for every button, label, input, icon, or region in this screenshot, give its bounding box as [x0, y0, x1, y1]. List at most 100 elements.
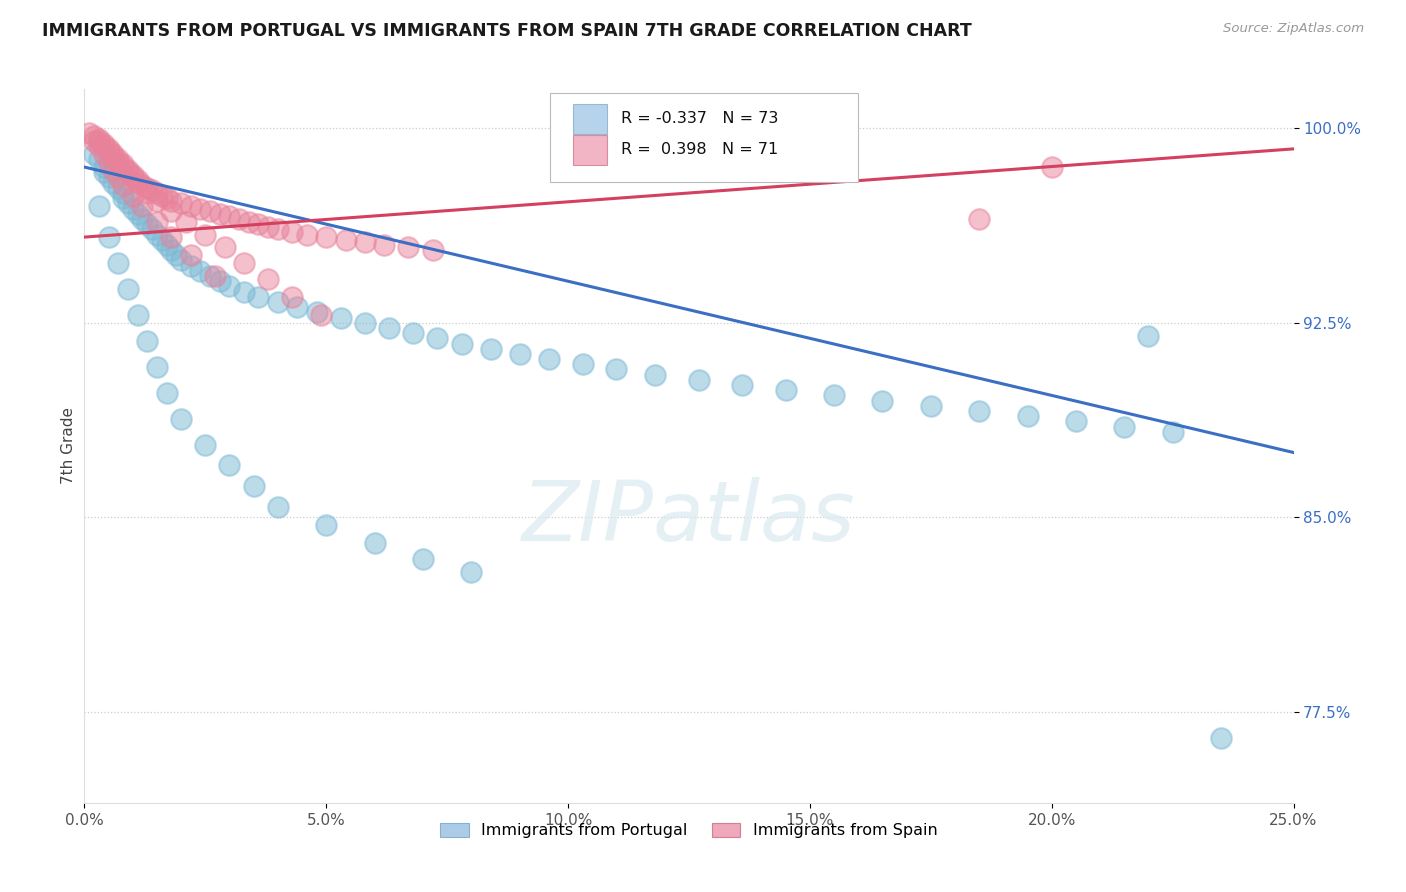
Point [160, 230, 183, 244]
Text: IMMIGRANTS FROM PORTUGAL VS IMMIGRANTS FROM SPAIN 7TH GRADE CORRELATION CHART: IMMIGRANTS FROM PORTUGAL VS IMMIGRANTS F… [42, 22, 972, 40]
Point [509, 347, 531, 361]
Point [165, 248, 187, 262]
Point [194, 227, 217, 242]
Point [117, 196, 139, 211]
Point [131, 199, 153, 213]
Point [131, 211, 153, 226]
Point [198, 204, 221, 219]
Point [112, 178, 135, 193]
Point [146, 214, 169, 228]
Point [112, 186, 135, 200]
Point [208, 207, 231, 221]
Point [285, 300, 308, 314]
Point [305, 305, 328, 319]
Point [731, 378, 754, 392]
Point [107, 170, 129, 185]
Point [218, 210, 240, 224]
Point [315, 230, 337, 244]
Point [1017, 409, 1039, 424]
Point [823, 388, 845, 402]
Point [93, 139, 115, 153]
Point [402, 326, 425, 340]
Point [1114, 419, 1136, 434]
Point [281, 290, 304, 304]
Point [460, 565, 482, 579]
Point [872, 393, 894, 408]
Point [160, 243, 183, 257]
Point [112, 160, 135, 174]
Point [1040, 160, 1063, 174]
Point [920, 399, 942, 413]
Point [208, 274, 231, 288]
Point [97, 154, 120, 169]
Point [155, 385, 177, 400]
Point [967, 404, 990, 418]
Point [967, 211, 990, 226]
Point [1209, 731, 1232, 745]
Point [141, 183, 163, 197]
Point [295, 227, 318, 242]
Point [775, 383, 797, 397]
Point [83, 128, 105, 143]
Point [97, 142, 120, 156]
Point [146, 194, 169, 208]
Point [121, 202, 143, 216]
Point [103, 147, 125, 161]
Point [112, 157, 135, 171]
Point [127, 176, 149, 190]
Point [117, 162, 139, 177]
Point [150, 188, 173, 202]
Bar [572, 135, 607, 165]
Point [83, 147, 105, 161]
Point [228, 211, 250, 226]
Point [103, 150, 125, 164]
Point [160, 204, 183, 219]
Point [354, 316, 377, 330]
Point [1161, 425, 1184, 439]
Point [170, 196, 193, 211]
Point [146, 359, 169, 374]
Point [146, 186, 169, 200]
Point [247, 217, 270, 231]
Point [155, 191, 177, 205]
Point [87, 153, 110, 167]
FancyBboxPatch shape [550, 93, 858, 182]
Point [267, 222, 290, 236]
Point [174, 214, 197, 228]
Point [97, 145, 120, 159]
Point [180, 199, 202, 213]
Point [412, 552, 434, 566]
Point [121, 170, 143, 185]
Point [93, 160, 115, 174]
Point [136, 334, 159, 348]
Point [242, 479, 264, 493]
Point [335, 233, 357, 247]
Point [131, 178, 153, 193]
Point [238, 214, 260, 228]
Point [267, 500, 290, 514]
Point [160, 194, 183, 208]
Text: Source: ZipAtlas.com: Source: ZipAtlas.com [1223, 22, 1364, 36]
Point [107, 256, 129, 270]
Point [378, 321, 401, 335]
Point [112, 191, 135, 205]
Point [136, 186, 159, 200]
Point [117, 282, 139, 296]
Point [571, 357, 593, 371]
Point [180, 248, 202, 262]
Point [644, 368, 666, 382]
Point [354, 235, 377, 250]
Point [170, 411, 193, 425]
Point [141, 222, 163, 236]
Point [233, 285, 256, 299]
Point [233, 256, 256, 270]
Point [218, 458, 240, 473]
Point [257, 219, 280, 234]
Point [136, 181, 159, 195]
Point [155, 238, 177, 252]
Point [146, 227, 169, 242]
Point [180, 259, 202, 273]
Bar [572, 103, 607, 134]
Point [194, 438, 217, 452]
Point [1064, 414, 1087, 428]
